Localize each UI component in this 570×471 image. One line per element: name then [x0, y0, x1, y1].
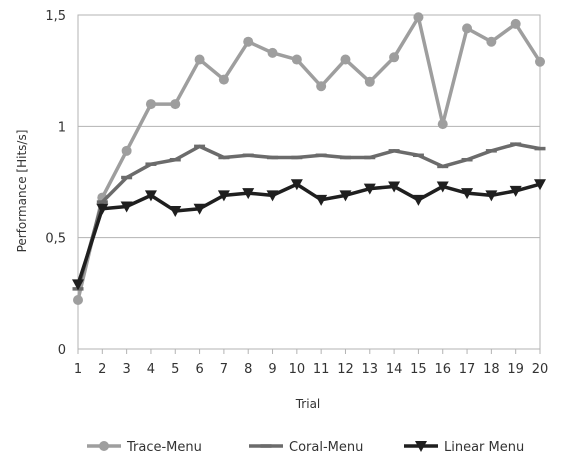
legend: Trace-Menu Coral-Menu Linear Menu — [87, 440, 524, 455]
x-tick-labels: 1 2 3 4 5 6 7 8 9 10 11 12 13 14 15 16 17 18 19 20 — [74, 362, 548, 377]
x-tick-label: 17 — [459, 362, 476, 377]
linear-menu-point — [193, 203, 206, 215]
x-tick-label: 3 — [122, 362, 130, 377]
linear-menu-point — [72, 279, 84, 291]
legend-linear-menu-marker — [415, 441, 427, 452]
trace-menu-point — [364, 76, 375, 87]
x-tick-label: 1 — [74, 362, 82, 377]
trace-menu-point — [535, 56, 545, 67]
coral-menu-point — [461, 157, 473, 162]
coral-menu-point — [412, 153, 424, 158]
x-tick-label: 20 — [532, 362, 549, 377]
coral-menu-point — [315, 153, 327, 158]
linear-menu-line — [76, 182, 541, 285]
trace-menu-point — [316, 81, 327, 92]
linear-menu-point — [388, 181, 401, 193]
linear-menu-point — [339, 190, 352, 202]
linear-menu-point — [363, 183, 376, 195]
trace-menu-point — [218, 74, 229, 85]
x-tick-label: 13 — [362, 362, 379, 377]
coral-menu-point — [364, 155, 376, 160]
x-tick-label: 7 — [220, 362, 228, 377]
trace-menu-point — [145, 99, 156, 110]
trace-menu-point — [413, 12, 424, 23]
y-tick-label: 1,5 — [45, 9, 66, 24]
linear-menu-point — [461, 188, 474, 200]
linear-menu-point — [266, 190, 279, 202]
series-group — [72, 12, 546, 306]
x-axis-title: Trial — [295, 397, 321, 411]
coral-menu-point — [339, 155, 351, 160]
coral-menu-point — [96, 200, 108, 204]
y-tick-label: 0 — [58, 343, 66, 358]
trace-menu-point — [462, 23, 473, 34]
plot-frame — [77, 14, 541, 350]
coral-menu-point — [388, 149, 400, 153]
x-tick-label: 15 — [410, 362, 427, 377]
linear-menu-point — [412, 194, 425, 206]
linear-menu-point — [315, 194, 328, 206]
legend-trace-menu-marker — [99, 441, 109, 451]
linear-menu-point — [242, 188, 255, 200]
x-tick-label: 4 — [147, 362, 155, 377]
linear-menu-point — [96, 203, 109, 215]
y-tick-label: 1 — [58, 120, 66, 135]
coral-menu-point — [194, 144, 206, 149]
trace-menu-point — [437, 119, 448, 130]
legend-linear-menu-label: Linear Menu — [444, 440, 524, 455]
x-tick-label: 2 — [98, 362, 106, 377]
linear-menu-point — [509, 185, 522, 197]
linear-menu-point — [436, 181, 449, 193]
coral-menu-point — [121, 175, 133, 180]
coral-menu-point — [437, 164, 449, 169]
coral-menu-point — [534, 146, 546, 151]
x-tick-label: 6 — [195, 362, 203, 377]
x-tick-label: 8 — [244, 362, 252, 377]
linear-menu-point — [290, 179, 303, 191]
coral-menu-point — [242, 153, 254, 158]
coral-menu-point — [510, 142, 522, 146]
x-tick-label: 19 — [507, 362, 524, 377]
trace-menu-point — [340, 54, 351, 65]
y-tick-label: 0,5 — [45, 232, 66, 247]
y-axis-title: Performance [Hits/s] — [15, 130, 29, 253]
x-tick-label: 16 — [434, 362, 451, 377]
coral-menu-point — [485, 149, 497, 153]
linear-menu-point — [169, 205, 182, 217]
x-tick-label: 12 — [337, 362, 354, 377]
trace-menu-point — [243, 36, 254, 47]
trace-menu-point — [389, 52, 400, 63]
legend-coral-menu-marker — [260, 444, 272, 448]
trace-menu-point — [73, 295, 83, 306]
trace-menu-point — [486, 36, 497, 47]
x-tick-label: 10 — [289, 362, 306, 377]
trace-menu-point — [121, 145, 132, 156]
linear-menu-point — [120, 201, 133, 213]
linear-menu-point — [144, 190, 157, 202]
trace-menu-point — [510, 18, 521, 29]
x-tick-label: 18 — [483, 362, 500, 377]
x-tick-label: 14 — [386, 362, 403, 377]
coral-menu-point — [267, 155, 279, 160]
coral-menu-point — [291, 155, 303, 160]
grid-lines — [78, 14, 540, 350]
linear-menu-point — [534, 179, 546, 191]
trace-menu-point — [194, 54, 205, 65]
coral-menu-point — [145, 162, 157, 166]
x-tick-label: 9 — [268, 362, 276, 377]
linear-menu-point — [485, 190, 498, 202]
trace-menu-point — [170, 99, 181, 110]
x-tick-label: 11 — [313, 362, 330, 377]
y-tick-labels: 0 0,5 1 1,5 — [45, 9, 66, 358]
legend-coral-menu-label: Coral-Menu — [289, 440, 363, 455]
trace-menu-point — [267, 47, 278, 58]
trace-menu-point — [291, 54, 302, 65]
legend-trace-menu-label: Trace-Menu — [126, 440, 202, 455]
axes — [77, 14, 541, 354]
linear-menu-point — [217, 190, 230, 202]
coral-menu-point — [218, 155, 230, 160]
x-tick-label: 5 — [171, 362, 179, 377]
coral-menu-point — [169, 157, 181, 162]
